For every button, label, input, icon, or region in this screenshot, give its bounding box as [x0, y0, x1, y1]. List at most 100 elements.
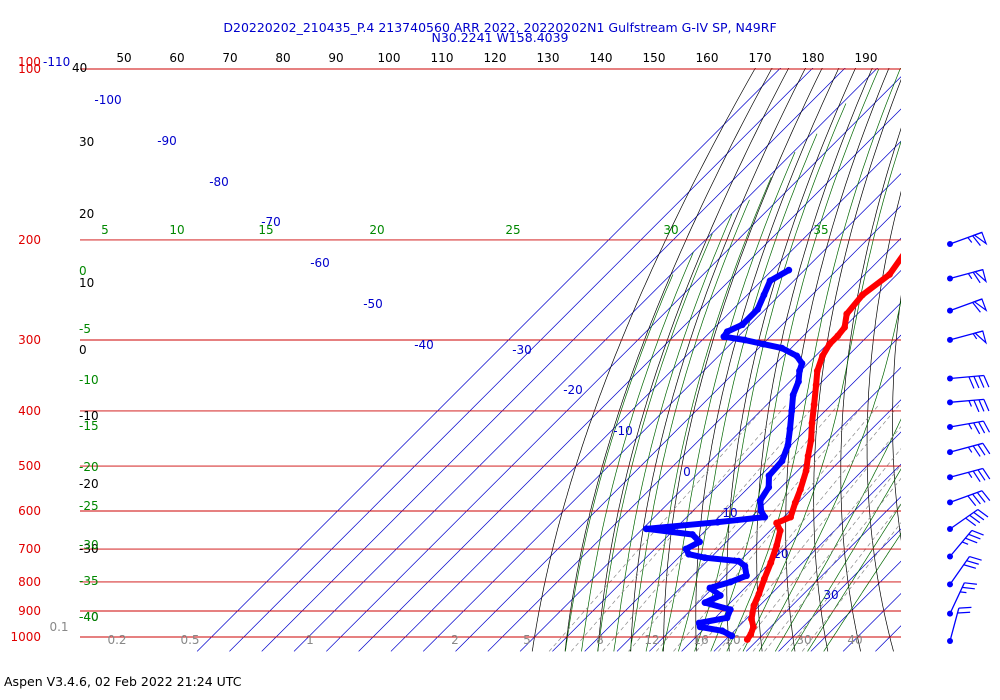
dry-adiabat-label: -20: [79, 460, 99, 474]
top-axis-label: 190: [855, 51, 878, 65]
temperature-profile-point: [755, 590, 763, 598]
dewpoint-profile-point: [643, 525, 650, 533]
dry-adiabat-line: [988, 56, 1000, 651]
moist-adiabat-line: [694, 103, 847, 652]
isotherm-label: -20: [563, 383, 583, 397]
wind-barb-feather: [972, 271, 981, 284]
temperature-profile-point: [807, 436, 815, 444]
temperature-profile-point: [802, 467, 810, 475]
dewpoint-profile-point: [778, 344, 786, 352]
moist-adiabat-line: [613, 213, 733, 652]
theta-label: 15: [258, 223, 273, 237]
pressure-label: 200: [18, 233, 41, 247]
dewpoint-profile-point: [793, 352, 801, 360]
mixing-ratio-label: 1: [306, 633, 314, 647]
wind-barb-half-feather: [968, 423, 973, 430]
temperature-profile-point: [747, 631, 755, 638]
wind-barb: [947, 606, 972, 644]
height-label: -40: [79, 610, 99, 624]
wind-barb-flag: [973, 231, 988, 246]
wind-barb-flag: [973, 330, 987, 345]
wind-barb: [947, 231, 988, 247]
wind-barb-feather: [968, 376, 975, 389]
pressure-label: 700: [18, 542, 41, 556]
moist-adiabat-line: [597, 233, 713, 652]
temperature-profile-point: [834, 332, 842, 340]
moist-adiabat-line: [581, 251, 694, 652]
temperature-profile-point: [810, 401, 818, 409]
temperature-profile-point: [773, 519, 780, 527]
height-label: 20: [79, 207, 94, 221]
dry-adiabat-label: -5: [79, 322, 91, 336]
isotherm-line: [681, 431, 901, 652]
wind-barb-staff: [949, 508, 979, 530]
dry-adiabat-label: 0: [79, 264, 87, 278]
isotherm-line: [196, 68, 781, 652]
isotherm-label: -80: [209, 175, 229, 189]
wind-barb: [947, 268, 987, 284]
isotherm-label: 30: [823, 588, 838, 602]
wind-barb-feather: [968, 533, 981, 540]
wind-barb-feather: [976, 492, 986, 503]
mixing-ratio-label: 30: [796, 633, 811, 647]
isotherm-label: -100: [94, 93, 121, 107]
temperature-profile-point: [760, 575, 768, 583]
wind-barb: [947, 330, 987, 345]
top-axis-label: 120: [484, 51, 507, 65]
wind-barb-feather: [977, 444, 986, 456]
dewpoint-profile-point: [757, 507, 765, 515]
mixing-ratio-line: [718, 426, 901, 652]
mixing-ratio-label: 5: [523, 633, 531, 647]
temperature-profile-point: [750, 623, 757, 631]
temperature-profile-point: [819, 352, 826, 360]
wind-barb-feather: [982, 442, 991, 455]
wind-barb-feather: [965, 537, 978, 544]
dewpoint-profile-point: [741, 336, 749, 344]
app-footer: Aspen V3.4.6, 02 Feb 2022 21:24 UTC: [4, 674, 242, 689]
top-axis-label: 170: [749, 51, 772, 65]
isotherm-line: [745, 496, 901, 652]
dewpoint-profile-point: [696, 623, 704, 631]
top-axis-label: 50: [116, 51, 131, 65]
wind-barb-feather: [962, 586, 975, 590]
theta-label: 25: [505, 223, 520, 237]
temperature-profile-point: [902, 249, 909, 256]
top-axis-label: 160: [696, 51, 719, 65]
height-label: -10: [79, 409, 99, 423]
dewpoint-profile-point: [754, 306, 761, 313]
temperature-profile-point: [797, 486, 804, 493]
temperature-profile-point: [804, 452, 812, 460]
dry-adiabat-label: -25: [79, 499, 99, 513]
wind-barb-staff: [949, 490, 983, 503]
theta-label: 10: [169, 223, 184, 237]
wind-barb-feather: [971, 529, 984, 536]
wind-barb-staff: [949, 530, 973, 557]
dry-adiabat-line: [892, 294, 901, 541]
dewpoint-profile-point: [696, 538, 703, 546]
wind-barb: [947, 420, 991, 435]
dewpoint-profile-point: [738, 321, 746, 329]
wind-barb-staff: [949, 442, 984, 453]
pressure-label: 900: [18, 604, 41, 618]
dewpoint-profile-point: [795, 378, 802, 385]
dry-adiabat-label: -35: [79, 574, 99, 588]
wind-barb: [947, 582, 978, 617]
dewpoint-profile-point: [759, 340, 767, 348]
dewpoint-profile-point: [718, 627, 726, 635]
top-axis-label: 110: [431, 51, 454, 65]
dewpoint-profile-point: [728, 632, 736, 640]
isotherm-line: [487, 237, 901, 652]
dewpoint-profile-point: [682, 545, 690, 553]
wind-barb-feather: [978, 375, 985, 388]
wind-barb-staff: [949, 582, 965, 614]
temperature-profile-point: [841, 324, 848, 331]
wind-barb-half-feather: [967, 237, 973, 243]
temperature-profile-point: [776, 527, 784, 535]
dewpoint-profile-point: [723, 614, 731, 622]
top-axis-label: 150: [643, 51, 666, 65]
isotherm-line: [455, 205, 901, 652]
dewpoint-profile-point: [716, 592, 724, 599]
wind-barb-feather: [973, 399, 980, 413]
wind-barb: [947, 467, 991, 482]
